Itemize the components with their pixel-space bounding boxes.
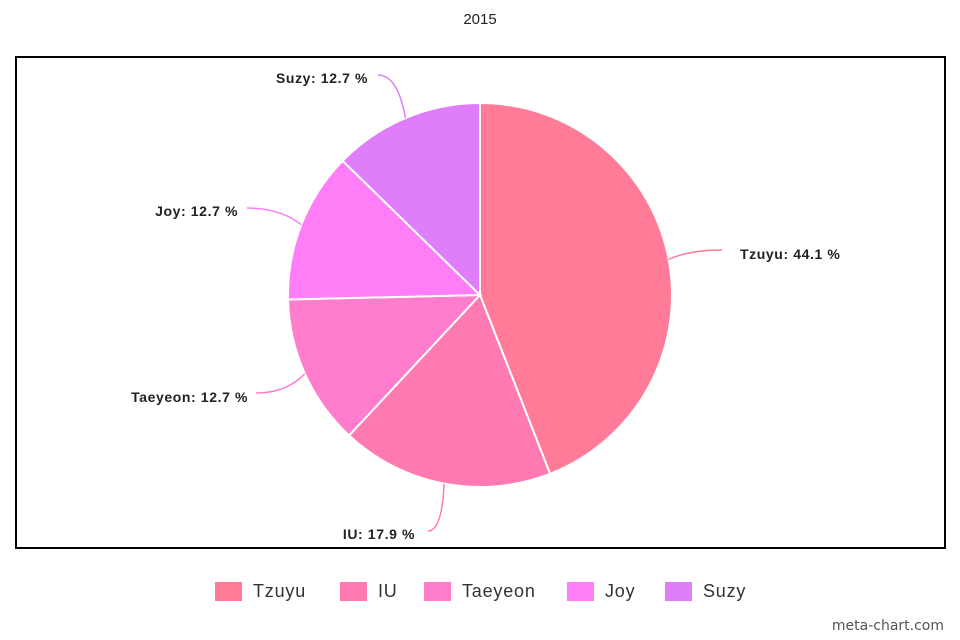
connector-line-tzuyu: [668, 249, 723, 261]
legend-swatch: [665, 581, 692, 601]
legend-label: Joy: [605, 580, 636, 601]
pie-slice-taeyeon: [287, 293, 483, 437]
legend-label: Taeyeon: [462, 580, 536, 601]
connector-line-joy: [246, 207, 302, 226]
watermark: meta-chart.com: [831, 618, 944, 634]
legend-item-tzuyu[interactable]: Tzuyu: [215, 576, 306, 606]
pie-slice-joy: [287, 159, 483, 301]
connector-line-suzy: [377, 74, 407, 119]
legend-swatch: [340, 581, 367, 601]
slice-label-suzy: Suzy: 12.7 %: [276, 70, 368, 86]
legend-item-taeyeon[interactable]: Taeyeon: [424, 576, 536, 606]
slice-label-joy: Joy: 12.7 %: [155, 203, 238, 219]
slice-label-iu: IU: 17.9 %: [343, 526, 415, 542]
legend-item-iu[interactable]: IU: [340, 576, 398, 606]
connector-line-iu: [427, 483, 445, 532]
legend-label: IU: [378, 580, 398, 601]
slice-label-taeyeon: Taeyeon: 12.7 %: [131, 389, 248, 405]
slice-label-tzuyu: Tzuyu: 44.1 %: [740, 246, 840, 262]
connector-line-taeyeon: [255, 373, 306, 394]
legend-item-suzy[interactable]: Suzy: [665, 576, 746, 606]
legend-item-joy[interactable]: Joy: [567, 576, 635, 606]
legend-swatch: [215, 581, 242, 601]
legend-label: Suzy: [703, 580, 747, 601]
legend-swatch: [424, 581, 451, 601]
legend-swatch: [567, 581, 594, 601]
plot-frame: [15, 56, 946, 549]
chart-title: 2015: [463, 11, 497, 28]
pie-slice-suzy: [341, 101, 481, 298]
pie-slice-iu: [347, 293, 552, 488]
legend: Tzuyu IU Taeyeon Joy Suzy: [0, 576, 960, 606]
legend-label: Tzuyu: [253, 580, 307, 601]
pie-slice-tzuyu: [479, 101, 673, 476]
